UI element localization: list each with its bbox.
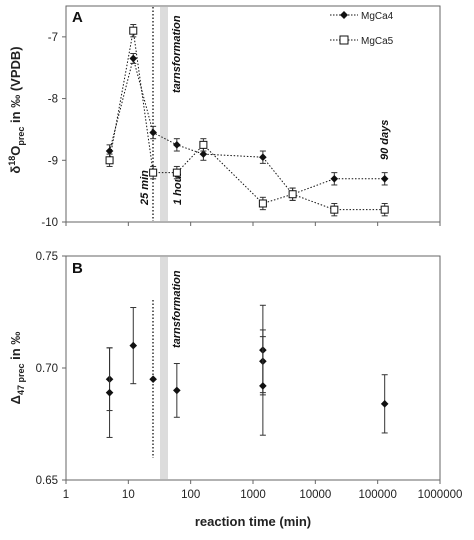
- transformation-band-a: [160, 7, 168, 221]
- y-tick-label: 0.70: [36, 363, 58, 375]
- y-tick-label: 0.65: [36, 475, 58, 487]
- data-point: [258, 199, 267, 208]
- y-axis-label-a: δ18Oprec in ‰ (VPDB): [7, 46, 26, 173]
- series-line-mgca4: [109, 56, 385, 195]
- data-point: [173, 386, 181, 395]
- x-tick-label: 10: [122, 489, 135, 501]
- y-tick-label: 0.75: [36, 251, 58, 263]
- annotation-90days: 90 days: [379, 120, 391, 160]
- annotation-25min: 25 min: [139, 170, 151, 206]
- data-point: [380, 400, 389, 408]
- x-tick-label: 1000000: [418, 489, 463, 501]
- y-tick-label: -10: [41, 217, 58, 229]
- data-point: [149, 128, 157, 137]
- x-tick-label: 100000: [358, 489, 396, 501]
- chart-marks: -7 -8 -9 -10 0.75 0.70 0.65 1 10 100 1000 10000 1000…: [36, 24, 463, 501]
- legend-label-mgca5: MgCa5: [361, 36, 394, 47]
- data-point: [259, 382, 267, 390]
- x-tick-label: 1: [63, 489, 69, 501]
- data-point: [172, 168, 181, 177]
- legend-label-mgca4: MgCa4: [361, 11, 394, 22]
- legend-marker-mgca5: [339, 35, 349, 45]
- legend: MgCa4 MgCa5: [330, 11, 394, 47]
- data-point: [129, 26, 138, 35]
- data-point: [149, 375, 157, 383]
- data-point: [199, 140, 208, 149]
- data-point: [380, 205, 389, 214]
- data-point: [288, 190, 297, 199]
- y-tick-label: -8: [48, 94, 58, 106]
- data-point: [380, 175, 389, 183]
- data-point: [105, 156, 114, 165]
- data-point: [330, 205, 339, 214]
- data-point: [129, 341, 138, 350]
- annotation-transformation-a: tarnsformation: [171, 15, 183, 93]
- x-tick-label: 1000: [240, 489, 266, 501]
- data-point: [149, 168, 158, 177]
- y-axis-label-b: Δ47 prec in ‰: [8, 332, 26, 405]
- panel-label-a: A: [72, 9, 83, 26]
- panel-label-b: B: [72, 260, 83, 277]
- y-tick-label: -7: [48, 32, 58, 44]
- x-axis-label: reaction time (min): [195, 514, 311, 529]
- data-point: [173, 141, 181, 149]
- data-point: [129, 54, 138, 63]
- y-tick-label: -9: [48, 155, 58, 167]
- panel-a-frame: [65, 5, 441, 223]
- legend-marker-mgca4: [340, 11, 348, 19]
- transformation-band-b: [160, 257, 168, 479]
- data-point: [105, 388, 114, 397]
- annotation-transformation-b: tarnsformation: [171, 270, 183, 348]
- x-tick-label: 100: [181, 489, 200, 501]
- data-point: [199, 150, 208, 158]
- data-point: [259, 153, 267, 161]
- x-tick-label: 10000: [299, 489, 331, 501]
- data-point: [330, 175, 339, 183]
- panel-b-frame: [65, 255, 441, 481]
